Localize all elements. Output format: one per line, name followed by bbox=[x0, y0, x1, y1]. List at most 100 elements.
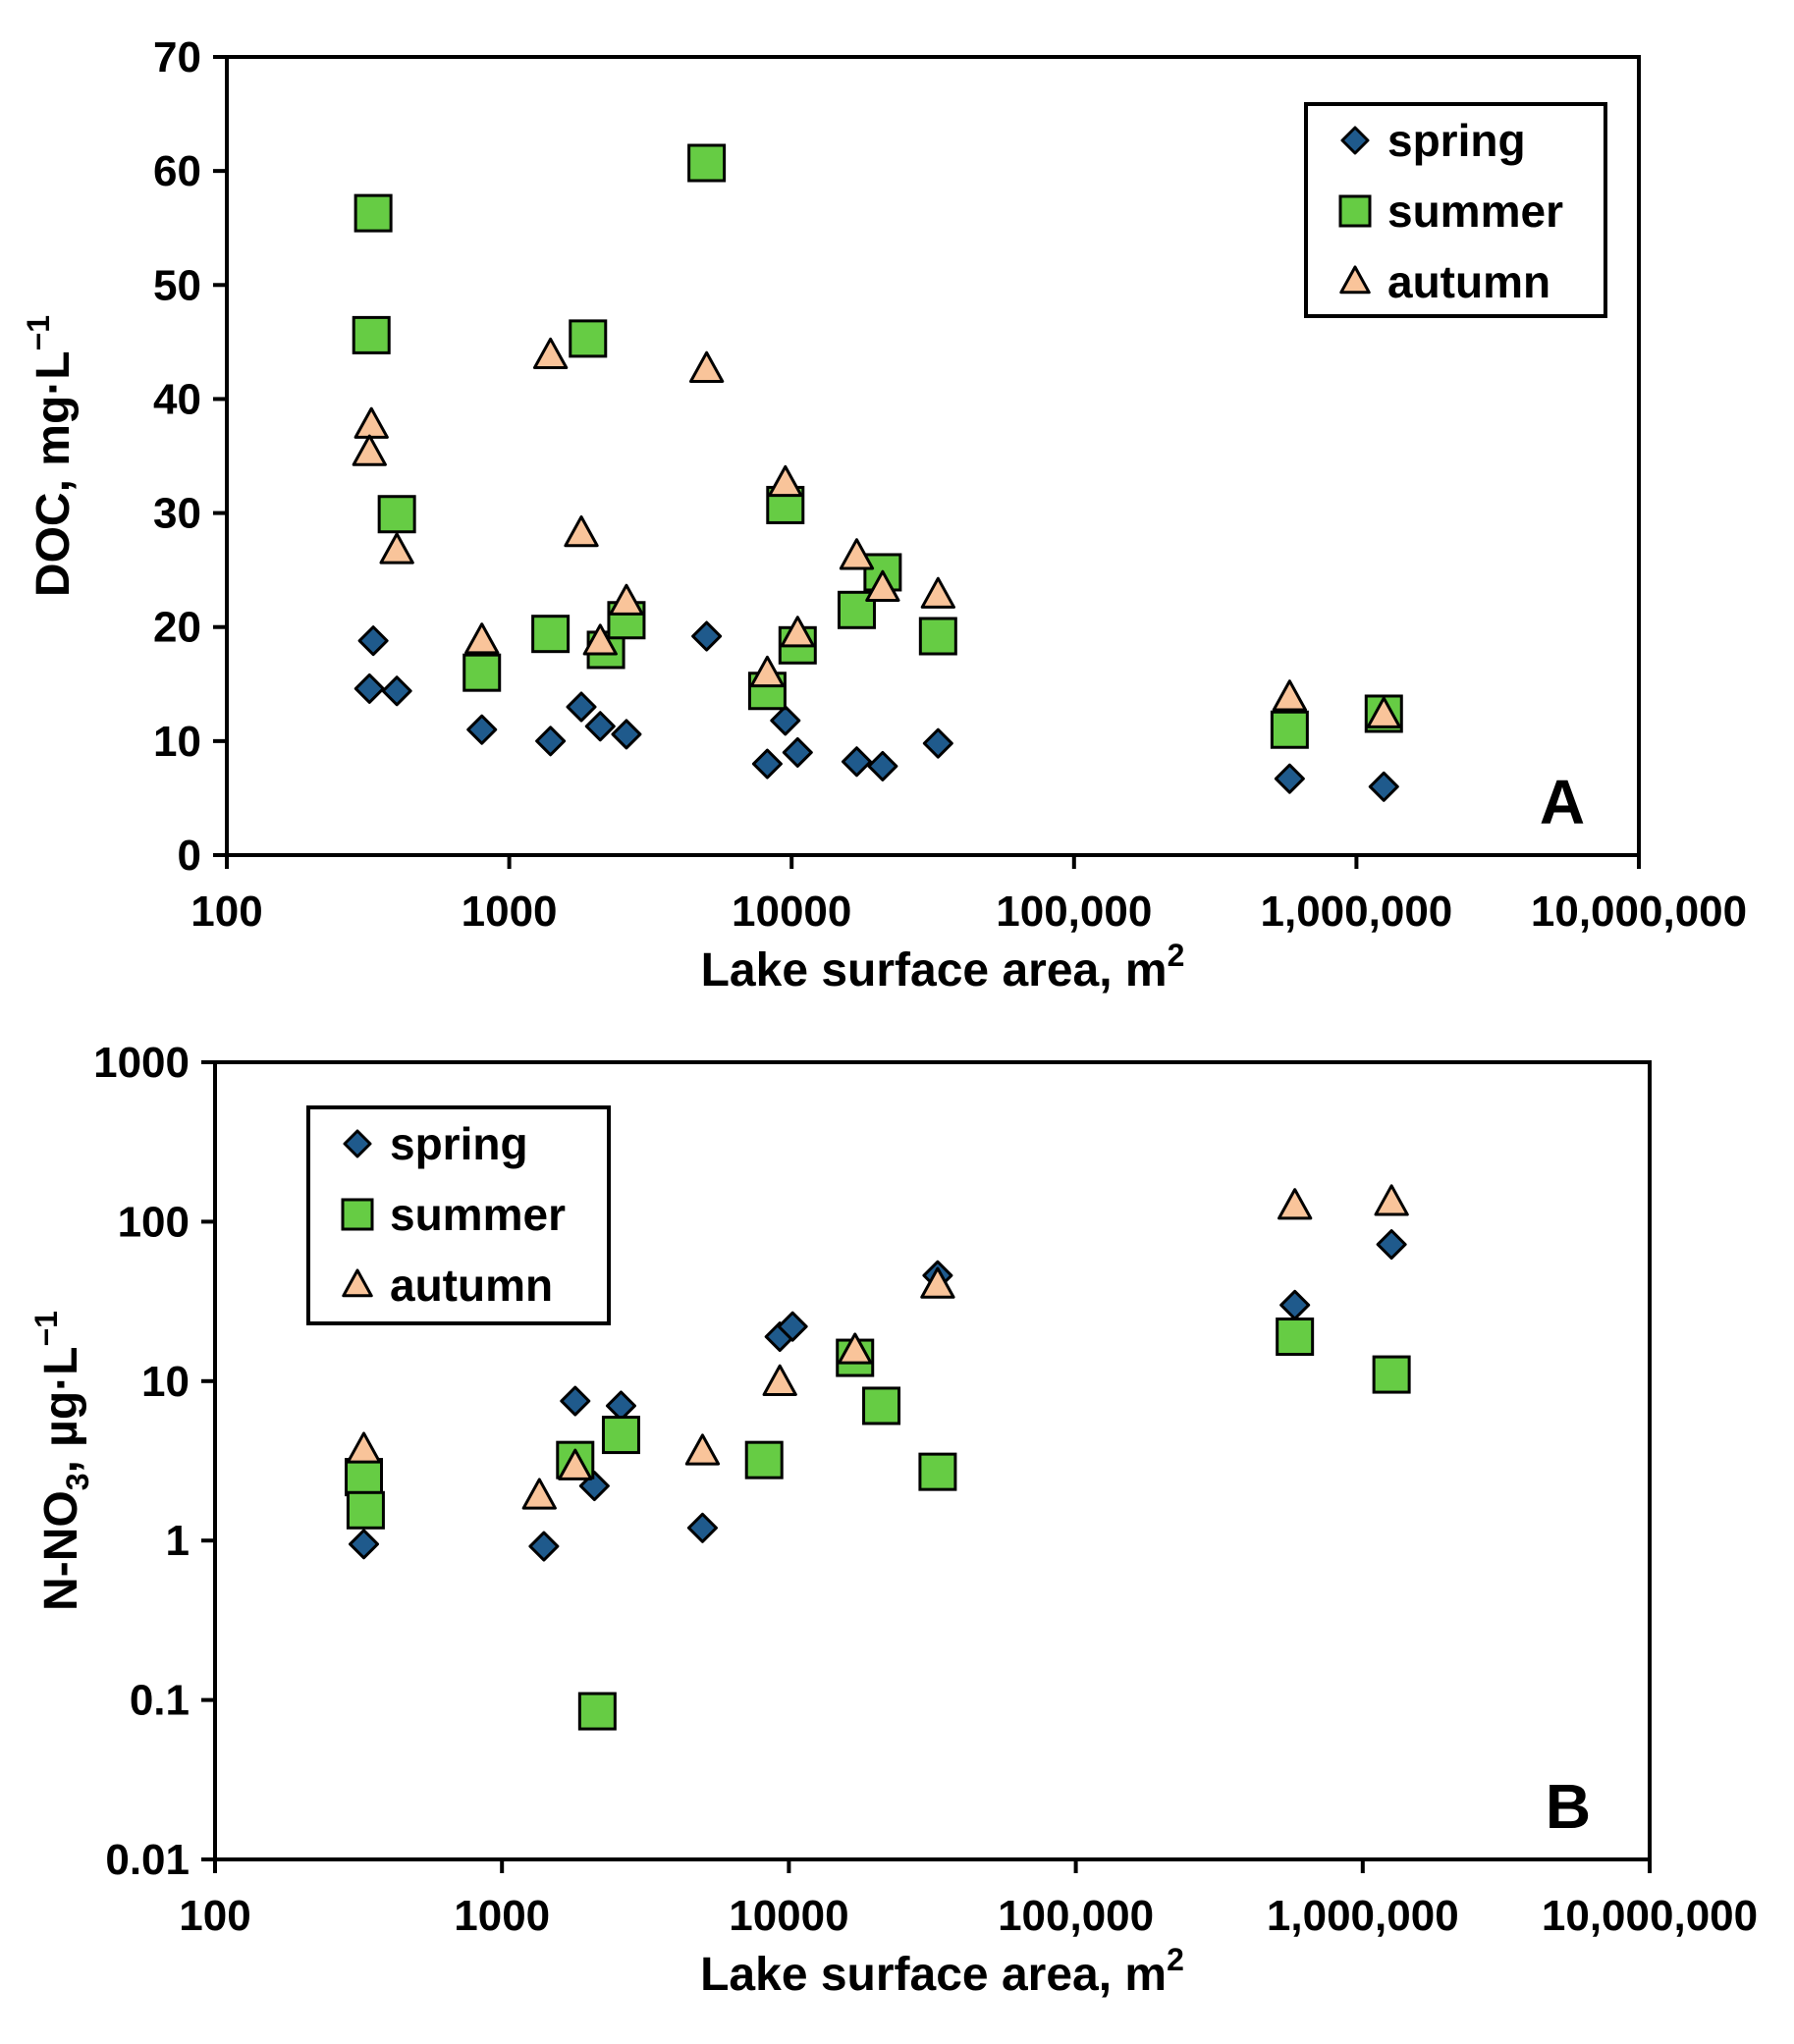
a-autumn-point bbox=[609, 583, 644, 616]
b-x-tick-label: 10000 bbox=[729, 1892, 848, 1940]
b-y-tick-label: 0.01 bbox=[105, 1836, 190, 1884]
b-autumn-point bbox=[558, 1448, 593, 1480]
a-spring-point bbox=[466, 714, 498, 745]
a-autumn-point bbox=[379, 532, 414, 565]
a-spring-point bbox=[922, 727, 953, 759]
a-summer-point bbox=[687, 143, 727, 183]
b-x-axis-label: Lake surface area, m2 bbox=[700, 1942, 1184, 2001]
a-x-axis-label-text: Lake surface area, m bbox=[701, 944, 1168, 996]
b-legend-spring-label: spring bbox=[390, 1118, 528, 1169]
b-y-tick-label: 100 bbox=[118, 1198, 190, 1246]
a-spring-point bbox=[357, 625, 389, 657]
b-spring-point bbox=[686, 1512, 718, 1543]
b-autumn-point bbox=[1374, 1184, 1409, 1216]
a-autumn-point bbox=[353, 406, 389, 439]
a-summer-point bbox=[353, 193, 393, 233]
b-autumn-point bbox=[346, 1431, 382, 1464]
a-legend-summer-label: summer bbox=[1387, 186, 1563, 237]
a-summer-point bbox=[531, 615, 571, 654]
a-spring-point bbox=[782, 736, 813, 768]
b-spring-point bbox=[605, 1390, 636, 1422]
a-x-axis-label: Lake surface area, m2 bbox=[701, 938, 1185, 996]
a-autumn-point bbox=[920, 576, 955, 609]
a-legend-autumn-marker bbox=[1339, 265, 1371, 295]
a-spring-point bbox=[751, 748, 783, 780]
a-spring-point bbox=[611, 719, 642, 750]
b-plot-frame bbox=[213, 1060, 1652, 1861]
b-x-axis-label-text: Lake surface area, m bbox=[700, 1949, 1167, 2001]
b-spring-point bbox=[578, 1471, 610, 1502]
a-summer-point bbox=[377, 495, 416, 534]
a-y-tick-label: 0 bbox=[178, 832, 201, 880]
a-autumn-point bbox=[839, 538, 875, 570]
b-legend-summer-label: summer bbox=[390, 1189, 566, 1240]
b-autumn-point bbox=[1278, 1188, 1313, 1220]
panel-a-chart: 100 1000 10000 100,000 1,000,000 10,000,000 0 1… bbox=[21, 33, 1747, 996]
a-autumn-point bbox=[1272, 679, 1308, 712]
b-summer-point bbox=[744, 1440, 784, 1479]
a-spring-point bbox=[584, 711, 616, 742]
a-legend-spring-marker bbox=[1340, 126, 1370, 155]
a-autumn-point bbox=[768, 464, 803, 498]
a-y-tick-label: 20 bbox=[153, 604, 201, 652]
a-y-axis-label-sup: −1 bbox=[21, 315, 56, 350]
b-spring-point bbox=[1279, 1289, 1311, 1320]
a-legend-spring-label: spring bbox=[1387, 115, 1526, 166]
a-summer-point bbox=[1270, 710, 1309, 749]
a-plot-frame bbox=[225, 55, 1641, 857]
b-y-tick-label: 0.1 bbox=[130, 1677, 190, 1725]
a-y-tick-label: 50 bbox=[153, 261, 201, 309]
b-summer-point bbox=[601, 1416, 640, 1455]
b-legend-autumn-label: autumn bbox=[390, 1260, 553, 1311]
a-autumn-point bbox=[582, 623, 618, 656]
a-summer-point bbox=[462, 653, 502, 692]
b-y-axis-label: N-NO3, µg·L−1 bbox=[28, 1311, 95, 1611]
a-autumn-point bbox=[865, 569, 900, 602]
a-summer-point bbox=[352, 315, 391, 354]
a-autumn-point bbox=[1366, 696, 1401, 728]
a-x-tick-label: 100,000 bbox=[996, 888, 1152, 936]
a-autumn-point bbox=[749, 655, 786, 688]
a-x-tick-label: 1,000,000 bbox=[1261, 888, 1453, 936]
a-autumn-point bbox=[688, 350, 725, 383]
a-autumn-point bbox=[780, 616, 815, 648]
a-y-tick-label: 10 bbox=[153, 718, 201, 766]
a-y-tick-label: 40 bbox=[153, 375, 201, 423]
b-x-tick-label: 10,000,000 bbox=[1542, 1892, 1758, 1940]
a-x-tick-label: 1000 bbox=[462, 888, 558, 936]
a-y-tick-label: 60 bbox=[153, 147, 201, 195]
a-legend-autumn-label: autumn bbox=[1387, 256, 1550, 307]
b-legend-spring-marker bbox=[343, 1129, 372, 1158]
a-x-tick-label: 10000 bbox=[732, 888, 851, 936]
a-y-axis-label: DOC, mg·L−1 bbox=[21, 315, 80, 597]
a-spring-point bbox=[353, 672, 385, 704]
b-spring-point bbox=[349, 1529, 380, 1560]
a-spring-point bbox=[841, 746, 872, 778]
b-x-tick-label: 100 bbox=[179, 1892, 250, 1940]
panel-b-chart: 100 1000 10000 100,000 1,000,000 10,000,000 0.… bbox=[28, 1039, 1758, 2001]
a-x-tick-label: 10,000,000 bbox=[1531, 888, 1747, 936]
a-x-tick-label: 100 bbox=[190, 888, 262, 936]
b-legend-summer-marker bbox=[341, 1198, 374, 1231]
b-autumn-point bbox=[920, 1266, 955, 1299]
b-y-tick-label: 1 bbox=[166, 1517, 190, 1565]
b-x-tick-label: 1,000,000 bbox=[1267, 1892, 1459, 1940]
b-summer-point bbox=[862, 1386, 901, 1425]
b-y-axis-label-b: , µg·L bbox=[35, 1347, 87, 1474]
a-spring-point bbox=[770, 705, 801, 736]
a-spring-point bbox=[867, 750, 898, 781]
b-summer-point bbox=[918, 1452, 957, 1491]
b-summer-point bbox=[1276, 1318, 1315, 1357]
a-spring-point bbox=[535, 726, 567, 757]
b-summer-point bbox=[346, 1490, 385, 1530]
a-autumn-point bbox=[352, 434, 387, 466]
b-summer-point bbox=[1372, 1355, 1411, 1394]
b-autumn-point bbox=[684, 1433, 721, 1466]
b-panel-letter: B bbox=[1546, 1771, 1591, 1842]
b-spring-point bbox=[1376, 1229, 1407, 1261]
b-x-tick-label: 1000 bbox=[454, 1892, 550, 1940]
a-y-axis-label-text: DOC, mg·L bbox=[27, 350, 80, 597]
a-spring-point bbox=[1274, 763, 1305, 794]
a-summer-point bbox=[569, 319, 608, 358]
